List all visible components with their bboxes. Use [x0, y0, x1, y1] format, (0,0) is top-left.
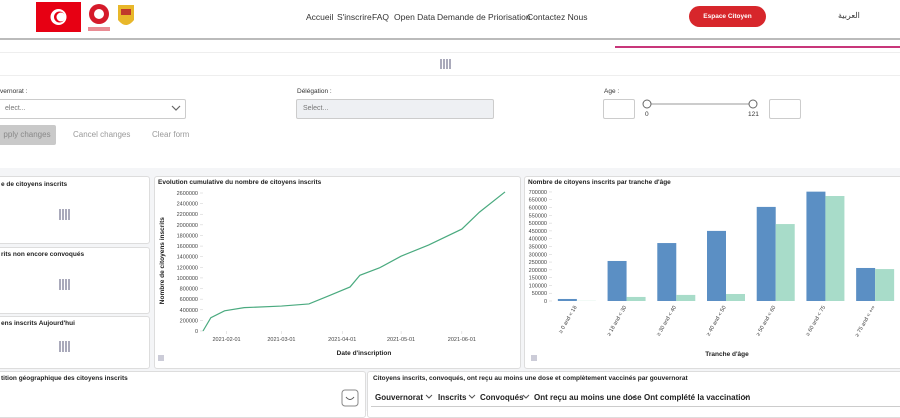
chat-icon[interactable]: [341, 389, 359, 407]
age-min-input[interactable]: [603, 99, 635, 119]
nav-link[interactable]: S'inscrire: [337, 12, 372, 22]
bar-chart-card: [524, 176, 900, 369]
placeholder: Select...: [303, 105, 328, 112]
language-link[interactable]: العربية: [838, 11, 860, 20]
loading-icon: [439, 58, 451, 70]
logos: [30, 0, 150, 36]
select[interactable]: Select...: [296, 99, 494, 119]
nav-link[interactable]: Demande de Priorisation: [437, 12, 531, 22]
accent-line: [615, 46, 900, 48]
card-title: e de citoyens inscrits: [1, 181, 67, 188]
card-title: tition géographique des citoyens inscrit…: [1, 375, 128, 382]
kpi-card: e de citoyens inscrits: [0, 176, 150, 244]
cancel-button[interactable]: Cancel changes: [73, 130, 130, 139]
filter-label: Délégation :: [297, 88, 332, 95]
slider-max: 121: [748, 111, 759, 118]
age-max-input[interactable]: [769, 99, 801, 119]
select[interactable]: elect...: [0, 99, 186, 119]
card-title: Citoyens inscrits, convoqués, ont reçu a…: [373, 375, 688, 382]
line-chart-card: [154, 176, 521, 369]
kpi-card: rits non encore convoqués: [0, 247, 150, 314]
placeholder: elect...: [5, 105, 26, 112]
age-slider[interactable]: [640, 96, 762, 112]
slider-min: 0: [645, 111, 649, 118]
card-title: ens inscrits Aujourd'hui: [1, 320, 75, 327]
nav-link[interactable]: Open Data: [394, 12, 435, 22]
sort-icons: [368, 392, 768, 402]
filter-label: Age :: [604, 88, 619, 95]
citizen-button[interactable]: Espace Citoyen: [689, 6, 766, 27]
nav-link[interactable]: FAQ: [372, 12, 389, 22]
kpi-card: ens inscrits Aujourd'hui: [0, 316, 150, 369]
clear-button[interactable]: Clear form: [152, 130, 189, 139]
chevron: [171, 104, 181, 112]
nav-link[interactable]: Accueil: [306, 12, 333, 22]
nav-link[interactable]: Contactez Nous: [527, 12, 587, 22]
card-title: rits non encore convoqués: [1, 251, 84, 258]
filter-label: vernorat :: [0, 88, 27, 95]
apply-button[interactable]: pply changes: [0, 125, 56, 145]
